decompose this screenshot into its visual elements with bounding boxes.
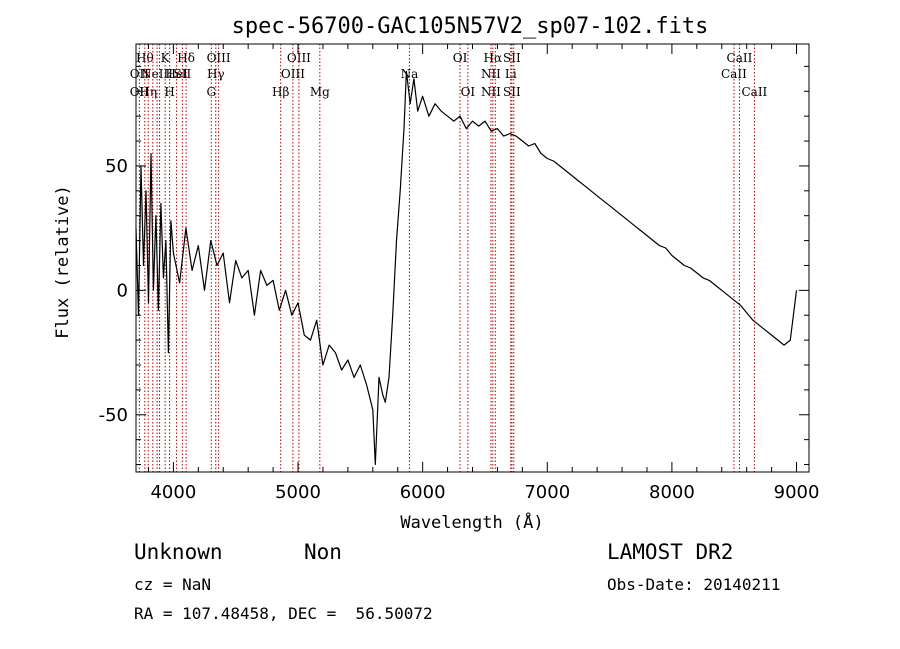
plot-frame <box>135 43 810 473</box>
line-label: OII <box>130 85 150 99</box>
chart-title: spec-56700-GAC105N57V2_sp07-102.fits <box>232 14 709 39</box>
line-label: H <box>164 85 174 99</box>
x-tick-label: 6000 <box>400 482 446 503</box>
redshift-value: cz = NaN <box>134 575 212 594</box>
observation-date: Obs-Date: 20140211 <box>607 575 781 594</box>
line-label: OII <box>130 67 150 81</box>
line-label: SII <box>503 51 521 65</box>
line-label: OIII <box>281 67 305 81</box>
spectrum-line <box>135 70 798 466</box>
x-tick-label: 5000 <box>275 482 321 503</box>
object-subclass: Non <box>304 540 342 564</box>
line-label: SII <box>174 67 192 81</box>
x-tick-label: 7000 <box>524 482 570 503</box>
line-label: OIII <box>207 51 231 65</box>
line-label: Hθ <box>136 51 154 65</box>
survey-name: LAMOST DR2 <box>607 540 734 564</box>
line-label: K <box>161 51 171 65</box>
line-label: Hα <box>484 51 503 65</box>
line-label: Hγ <box>207 67 225 81</box>
line-label: OI <box>453 51 468 65</box>
line-label: Na <box>401 67 419 81</box>
line-label: HeI <box>165 67 188 81</box>
coordinates: RA = 107.48458, DEC = 56.50072 <box>134 604 433 623</box>
x-tick-label: 4000 <box>150 482 196 503</box>
line-label: CaII <box>727 51 753 65</box>
line-label: OIII <box>287 51 311 65</box>
x-axis-label: Wavelength (Å) <box>400 511 543 533</box>
x-tick-label: 8000 <box>649 482 695 503</box>
y-tick-label: 0 <box>117 280 128 301</box>
line-label: Hβ <box>272 85 289 99</box>
line-label: NII <box>481 85 501 99</box>
series-layer <box>135 70 798 466</box>
line-label: CaII <box>721 67 747 81</box>
y-tick-label: -50 <box>99 405 128 426</box>
line-label: NII <box>481 67 501 81</box>
y-axis-label: Flux (relative) <box>53 185 73 339</box>
line-label: CaII <box>741 85 767 99</box>
object-class: Unknown <box>134 540 223 564</box>
line-label: G <box>206 85 216 99</box>
line-label: Hη <box>139 85 157 99</box>
line-label: SII <box>503 85 521 99</box>
line-label: Mg <box>310 85 330 99</box>
line-label: NeIII <box>141 67 173 81</box>
line-label: Hδ <box>177 51 195 65</box>
line-label: OI <box>461 85 476 99</box>
y-tick-label: 50 <box>105 156 128 177</box>
line-label: Li <box>505 67 517 81</box>
x-tick-label: 9000 <box>774 482 820 503</box>
axis-ticks: 4000 5000 6000 7000 8000 9000 -50 0 50 <box>99 44 820 503</box>
line-markers: OIIOIIHθHηNeIIIKHHeISIIHδGHγOIIIHβOIIIOI… <box>130 44 768 472</box>
